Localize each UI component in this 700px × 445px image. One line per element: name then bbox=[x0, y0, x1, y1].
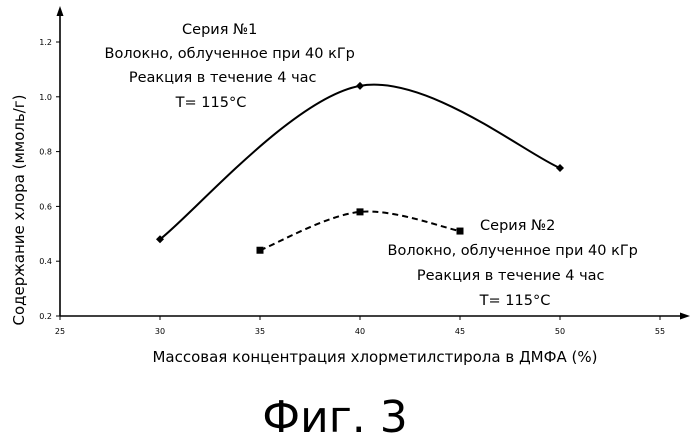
x-tick-label: 55 bbox=[655, 327, 665, 336]
y-tick-label: 0.6 bbox=[39, 202, 52, 211]
figure-caption: Фиг. 3 bbox=[262, 392, 408, 443]
series1-point bbox=[356, 82, 364, 90]
x-tick-label: 50 bbox=[555, 327, 565, 336]
y-tick-label: 0.2 bbox=[39, 312, 52, 321]
x-tick-label: 25 bbox=[55, 327, 65, 336]
x-tick-label: 40 bbox=[355, 327, 365, 336]
y-tick-label: 1.0 bbox=[39, 93, 52, 102]
series1-annotation-line: T= 115°C bbox=[175, 95, 247, 111]
series1-annotation-line: Волокно, облученное при 40 кГр bbox=[105, 46, 355, 62]
series2-point bbox=[457, 228, 464, 235]
series1-annotation: Серия №1 Волокно, облученное при 40 кГр … bbox=[105, 22, 360, 111]
y-axis-arrow bbox=[57, 6, 64, 16]
y-axis-title: Содержание хлора (ммоль/г) bbox=[10, 94, 28, 325]
series2-annotation: Серия №2 Волокно, облученное при 40 кГр … bbox=[388, 218, 643, 309]
series2-annotation-line: Реакция в течение 4 час bbox=[417, 268, 605, 284]
y-tick-label: 0.8 bbox=[39, 148, 52, 157]
x-axis-title: Массовая концентрация хлорметилстирола в… bbox=[152, 348, 597, 366]
series1-annotation-line: Серия №1 bbox=[182, 22, 257, 38]
y-tick-label: 1.2 bbox=[39, 38, 52, 47]
series1-point bbox=[556, 164, 564, 172]
series2-point bbox=[257, 247, 264, 254]
x-tick-label: 45 bbox=[455, 327, 465, 336]
x-ticks: 25 30 35 40 45 50 55 bbox=[55, 316, 665, 336]
series2-point bbox=[357, 208, 364, 215]
y-ticks: 0.2 0.4 0.6 0.8 1.0 1.2 bbox=[39, 38, 60, 321]
series2-annotation-line: Волокно, облученное при 40 кГр bbox=[388, 243, 638, 259]
series1-annotation-line: Реакция в течение 4 час bbox=[129, 70, 317, 86]
x-tick-label: 35 bbox=[255, 327, 265, 336]
x-axis-arrow bbox=[680, 313, 690, 320]
x-tick-label: 30 bbox=[155, 327, 165, 336]
y-tick-label: 0.4 bbox=[39, 257, 52, 266]
series2-annotation-line: Серия №2 bbox=[480, 218, 555, 234]
series2-annotation-line: T= 115°C bbox=[479, 293, 551, 309]
